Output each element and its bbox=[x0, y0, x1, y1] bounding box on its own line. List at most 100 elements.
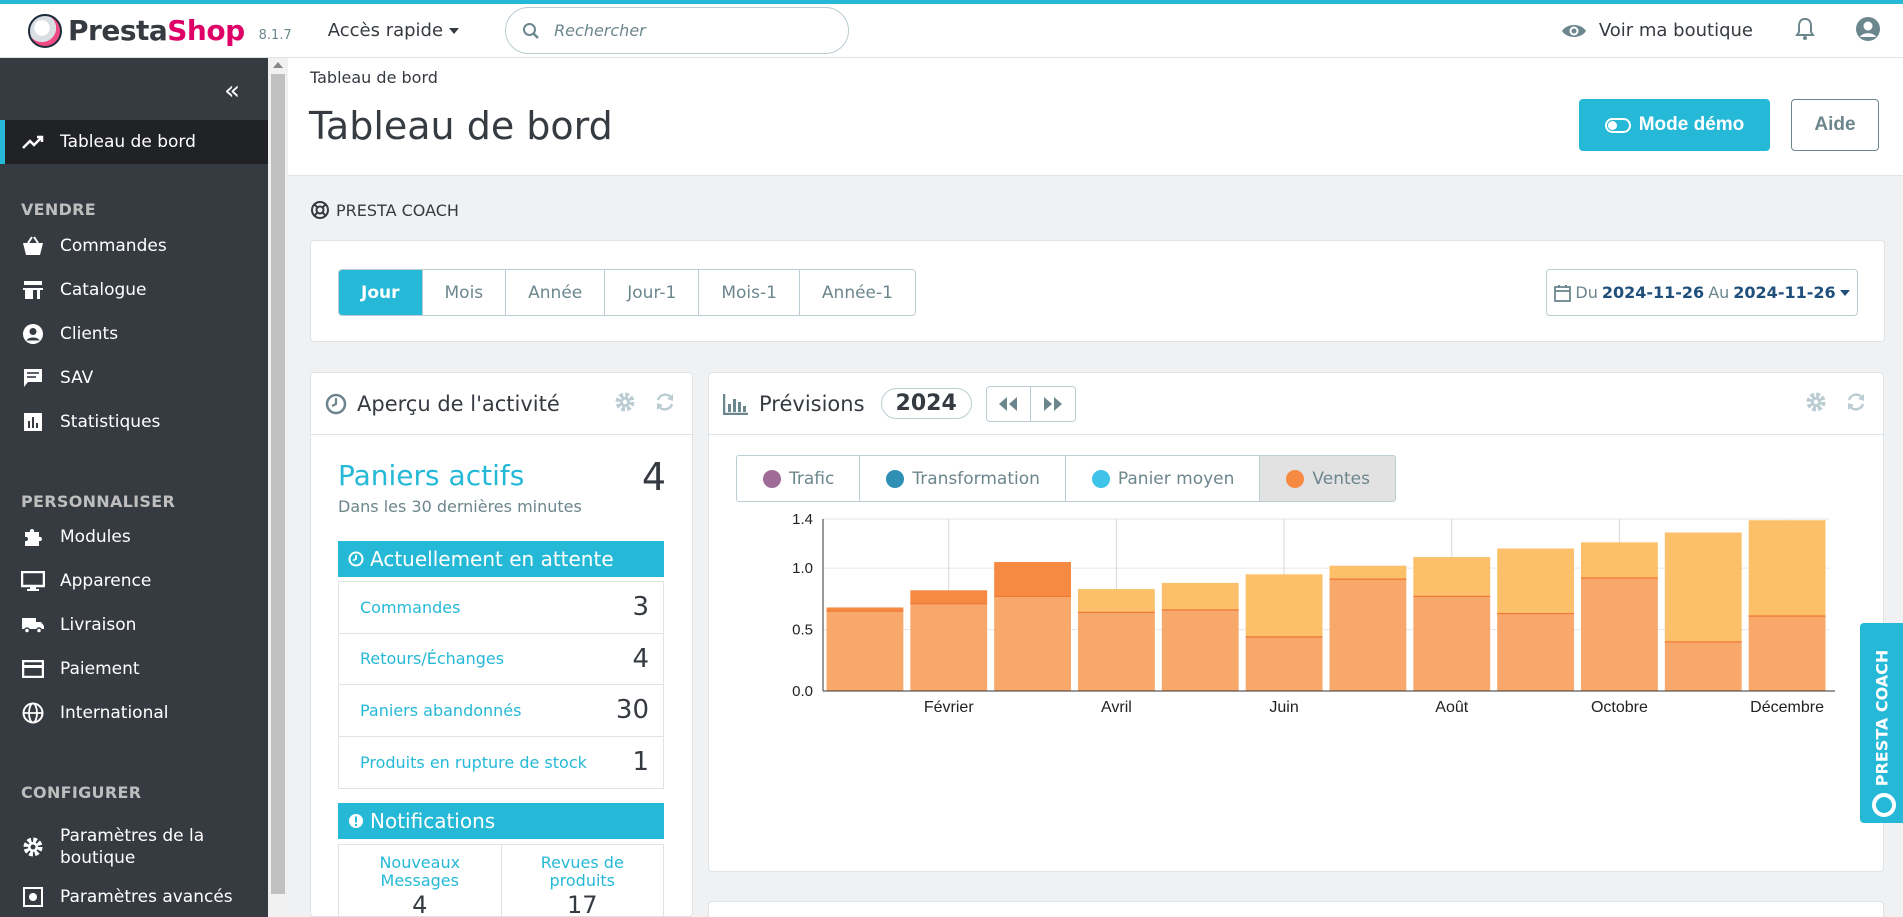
sidebar-item-statistics[interactable]: Statistiques bbox=[0, 400, 268, 444]
backward-icon bbox=[999, 396, 1018, 411]
sidebar-item-orders[interactable]: Commandes bbox=[0, 224, 268, 268]
bar-chart-icon bbox=[723, 393, 749, 415]
period-previous-month-button[interactable]: Mois-1 bbox=[699, 270, 800, 315]
sidebar-item-label: Clients bbox=[60, 324, 119, 344]
pending-label: Produits en rupture de stock bbox=[360, 752, 587, 772]
logo-text: PrestaShop bbox=[68, 14, 245, 47]
period-tabs: Jour Mois Année Jour-1 Mois-1 Année-1 bbox=[338, 269, 916, 316]
sidebar-item-shop-parameters[interactable]: Paramètres de la boutique bbox=[0, 821, 268, 873]
period-selector-card: Jour Mois Année Jour-1 Mois-1 Année-1 Du… bbox=[310, 240, 1885, 342]
x-tick-label: Juin bbox=[1269, 699, 1298, 716]
period-previous-day-button[interactable]: Jour-1 bbox=[605, 270, 700, 315]
sidebar: « Tableau de bord VENDRE Commandes Catal… bbox=[0, 58, 268, 917]
sidebar-scrollbar[interactable] bbox=[268, 58, 288, 917]
next-year-button[interactable] bbox=[1030, 386, 1075, 421]
refresh-icon[interactable] bbox=[654, 391, 676, 413]
sidebar-item-payment[interactable]: Paiement bbox=[0, 647, 268, 691]
bar-upper bbox=[1329, 565, 1407, 580]
date-range-picker[interactable]: Du 2024-11-26 Au 2024-11-26 bbox=[1546, 269, 1858, 316]
bar-chart-icon bbox=[20, 409, 46, 435]
page-title: Tableau de bord bbox=[309, 104, 613, 148]
sidebar-item-label: Livraison bbox=[60, 615, 137, 635]
view-shop-link[interactable]: Voir ma boutique bbox=[1561, 20, 1753, 41]
metric-tab-average-cart[interactable]: Panier moyen bbox=[1066, 456, 1261, 501]
pending-count: 4 bbox=[632, 643, 649, 674]
refresh-icon[interactable] bbox=[1845, 391, 1867, 413]
quick-access-menu[interactable]: Accès rapide bbox=[328, 20, 460, 41]
globe-icon bbox=[20, 700, 46, 726]
presta-coach-side-tab[interactable]: PRESTA COACH bbox=[1860, 623, 1903, 823]
bar-upper bbox=[1748, 520, 1826, 617]
y-tick-label: 1.4 bbox=[792, 513, 813, 528]
gear-icon[interactable] bbox=[614, 391, 636, 413]
sidebar-item-catalog[interactable]: Catalogue bbox=[0, 268, 268, 312]
sidebar-item-label: Statistiques bbox=[60, 412, 161, 432]
demo-mode-button[interactable]: Mode démo bbox=[1579, 99, 1770, 151]
breadcrumb[interactable]: Tableau de bord bbox=[310, 68, 438, 87]
search-input[interactable] bbox=[554, 21, 805, 40]
pending-label: Paniers abandonnés bbox=[360, 700, 522, 720]
y-tick-label: 1.0 bbox=[792, 560, 813, 577]
sidebar-item-label: Paramètres de la boutique bbox=[60, 826, 205, 868]
average-cart-dot-icon bbox=[1091, 469, 1110, 488]
scroll-up-arrow-icon[interactable] bbox=[273, 62, 283, 68]
version-label: 8.1.7 bbox=[258, 28, 292, 43]
pending-title: Actuellement en attente bbox=[370, 547, 614, 571]
sidebar-item-advanced-parameters[interactable]: Paramètres avancés bbox=[0, 882, 268, 912]
presta-coach-text: PRESTA COACH bbox=[336, 200, 459, 220]
sidebar-item-appearance[interactable]: Apparence bbox=[0, 559, 268, 603]
bar-lower bbox=[1664, 641, 1742, 691]
notifications-button[interactable] bbox=[1795, 17, 1815, 45]
period-day-button[interactable]: Jour bbox=[339, 270, 423, 315]
sidebar-item-international[interactable]: International bbox=[0, 691, 268, 735]
sidebar-section-sell: VENDRE bbox=[21, 200, 97, 219]
period-month-button[interactable]: Mois bbox=[422, 270, 507, 315]
notifications-grid: Nouveaux Messages 4 Revues de produits 1… bbox=[338, 844, 664, 917]
pending-count: 30 bbox=[615, 695, 649, 726]
active-carts-link[interactable]: Paniers actifs bbox=[338, 459, 525, 492]
gear-box-icon bbox=[20, 884, 46, 910]
bar-upper bbox=[826, 607, 904, 612]
bar-lower bbox=[910, 603, 988, 691]
presta-coach-label[interactable]: PRESTA COACH bbox=[310, 200, 459, 220]
pending-row-abandoned-carts[interactable]: Paniers abandonnés 30 bbox=[339, 685, 663, 737]
pending-header: Actuellement en attente bbox=[338, 541, 664, 577]
bar-lower bbox=[1329, 579, 1407, 691]
sidebar-item-label: SAV bbox=[60, 368, 94, 388]
notif-product-reviews[interactable]: Revues de produits 17 bbox=[502, 845, 664, 917]
trending-up-icon bbox=[20, 129, 46, 155]
metric-tab-sales[interactable]: Ventes bbox=[1260, 456, 1395, 501]
sidebar-item-shipping[interactable]: Livraison bbox=[0, 603, 268, 647]
period-previous-year-button[interactable]: Année-1 bbox=[799, 270, 915, 315]
notif-new-messages[interactable]: Nouveaux Messages 4 bbox=[339, 845, 502, 916]
scrollbar-thumb[interactable] bbox=[271, 74, 285, 894]
metric-tab-traffic[interactable]: Trafic bbox=[737, 456, 861, 501]
pending-row-returns[interactable]: Retours/Échanges 4 bbox=[339, 634, 663, 685]
previous-year-button[interactable] bbox=[986, 386, 1031, 421]
x-tick-label: Décembre bbox=[1750, 699, 1824, 716]
sidebar-section-configure: CONFIGURER bbox=[21, 783, 142, 802]
collapse-sidebar-icon[interactable]: « bbox=[224, 76, 240, 106]
sidebar-item-modules[interactable]: Modules bbox=[0, 515, 268, 559]
sidebar-item-support[interactable]: SAV bbox=[0, 356, 268, 400]
x-tick-label: Août bbox=[1435, 699, 1468, 716]
metric-tab-conversion[interactable]: Transformation bbox=[860, 456, 1066, 501]
sidebar-item-label: Paiement bbox=[60, 659, 140, 679]
forecast-panel-title: Prévisions bbox=[759, 391, 865, 416]
period-year-button[interactable]: Année bbox=[506, 270, 606, 315]
toggle-icon bbox=[1604, 117, 1631, 133]
x-tick-label: Avril bbox=[1101, 699, 1132, 716]
bell-icon bbox=[1795, 17, 1815, 40]
help-button[interactable]: Aide bbox=[1791, 99, 1879, 151]
chevron-down-icon bbox=[449, 27, 460, 34]
gear-icon[interactable] bbox=[1805, 391, 1827, 413]
notifications-header: Notifications bbox=[338, 803, 664, 839]
sidebar-item-customers[interactable]: Clients bbox=[0, 312, 268, 356]
sidebar-item-dashboard[interactable]: Tableau de bord bbox=[0, 120, 268, 164]
pending-row-out-of-stock[interactable]: Produits en rupture de stock 1 bbox=[339, 737, 663, 789]
pending-row-orders[interactable]: Commandes 3 bbox=[339, 582, 663, 634]
activity-panel-header: Aperçu de l'activité bbox=[311, 373, 692, 435]
account-button[interactable] bbox=[1855, 16, 1881, 46]
date-from-value: 2024-11-26 bbox=[1601, 283, 1705, 302]
prestashop-logo[interactable]: PrestaShop bbox=[28, 13, 245, 48]
